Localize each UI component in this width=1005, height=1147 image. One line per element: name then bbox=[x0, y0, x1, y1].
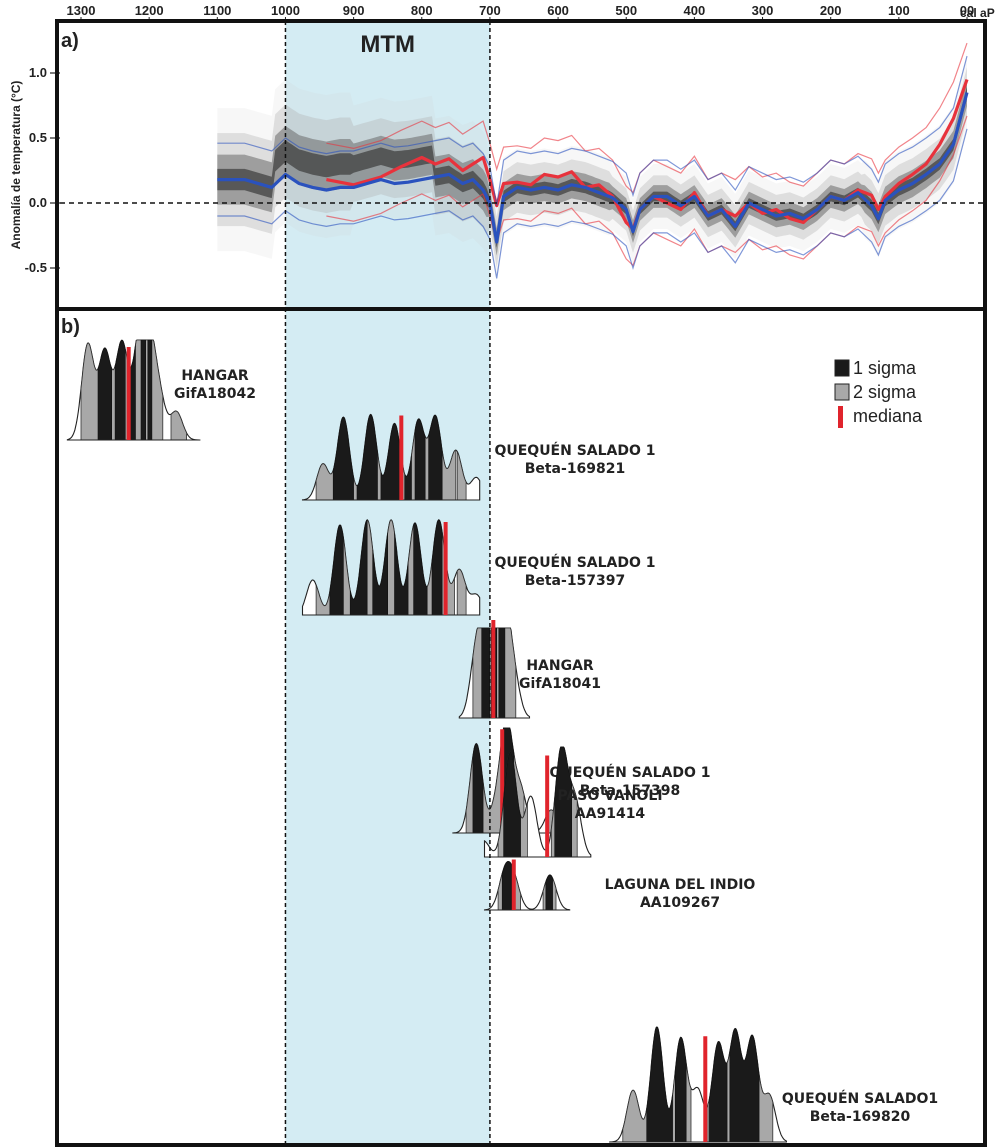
sigma2-range bbox=[170, 410, 187, 441]
series-bound-line bbox=[217, 128, 968, 279]
x-axis-unit-label: cal aP bbox=[960, 6, 995, 20]
x-tick-label: 1300 bbox=[67, 3, 96, 18]
sigma1-range bbox=[481, 627, 491, 719]
probability-outline bbox=[483, 860, 571, 911]
sigma1-range bbox=[380, 423, 402, 501]
sigma1-range bbox=[414, 418, 426, 501]
sigma1-range bbox=[431, 519, 443, 616]
legend-sigma2-swatch bbox=[834, 383, 850, 401]
x-tick-label: 1100 bbox=[203, 3, 231, 18]
legend-sigma2-label: 2 sigma bbox=[853, 382, 917, 402]
sigma1-range bbox=[332, 416, 354, 501]
y-tick-label: 1.0 bbox=[29, 65, 47, 80]
panel-b-radiocarbon-dates: b) HANGAR GifA18042 QUEQUÉN SALADO 1 Beta-1… bbox=[61, 316, 938, 1143]
x-tick-label: 600 bbox=[547, 3, 569, 18]
sample-site-label: PASO VANOLI bbox=[557, 788, 662, 804]
sigma1-range bbox=[329, 524, 344, 616]
legend-median-swatch bbox=[838, 406, 843, 428]
y-tick-label: 0.0 bbox=[29, 195, 47, 210]
sigma2-range bbox=[456, 568, 467, 616]
temperature-series bbox=[217, 42, 969, 279]
sample-site-label: LAGUNA DEL INDIO bbox=[605, 877, 756, 893]
x-tick-label: 1200 bbox=[135, 3, 164, 18]
sigma1-range bbox=[675, 1036, 687, 1143]
sample-site-label: QUEQUÉN SALADO 1 bbox=[494, 442, 655, 459]
sigma1-range bbox=[114, 339, 126, 441]
x-tick-label: 200 bbox=[820, 3, 842, 18]
legend-median-label: mediana bbox=[853, 406, 923, 426]
legend: 1 sigma 2 sigma mediana bbox=[834, 358, 923, 428]
x-tick-label: 1000 bbox=[271, 3, 300, 18]
mtm-label: MTM bbox=[360, 31, 415, 58]
x-tick-label: 700 bbox=[479, 3, 501, 18]
sigma1-range bbox=[147, 339, 153, 441]
sample-lab-code-label: GifA18042 bbox=[174, 386, 256, 402]
sample-site-label: QUEQUÉN SALADO 1 bbox=[549, 764, 710, 781]
x-tick-label: 00 bbox=[960, 3, 974, 18]
sigma1-range bbox=[503, 751, 521, 858]
sigma1-range bbox=[472, 743, 484, 834]
sample-lab-code-label: Beta-157397 bbox=[525, 573, 626, 589]
calibrated-date-distributions: HANGAR GifA18042 QUEQUÉN SALADO 1 Beta-1698… bbox=[66, 339, 938, 1143]
x-tick-label: 400 bbox=[684, 3, 706, 18]
panel-a-letter: a) bbox=[61, 30, 79, 52]
sample-lab-code-label: Beta-169821 bbox=[525, 461, 626, 477]
sigma1-range bbox=[498, 627, 506, 719]
sigma1-range bbox=[372, 533, 388, 616]
legend-sigma1-swatch bbox=[834, 359, 850, 377]
y-axis-ticks: 1.0 0.5 0.0 -0.5 bbox=[25, 65, 60, 275]
sample-site-label: QUEQUÉN SALADO1 bbox=[782, 1090, 938, 1107]
date-distribution: PASO VANOLI AA91414 bbox=[483, 746, 663, 858]
x-tick-label: 500 bbox=[615, 3, 637, 18]
x-tick-label: 800 bbox=[411, 3, 433, 18]
sample-site-label: QUEQUÉN SALADO 1 bbox=[494, 554, 655, 571]
sigma2-range bbox=[456, 451, 467, 501]
sigma1-range bbox=[709, 1041, 728, 1143]
x-tick-label: 100 bbox=[888, 3, 910, 18]
sigma1-range bbox=[428, 415, 443, 501]
sample-site-label: HANGAR bbox=[526, 658, 594, 674]
sample-site-label: HANGAR bbox=[181, 368, 249, 384]
series-line bbox=[217, 92, 969, 244]
panel-b-letter: b) bbox=[61, 316, 80, 338]
date-distribution: QUEQUÉN SALADO 1 Beta-157397 bbox=[301, 519, 656, 616]
date-distribution: HANGAR GifA18042 bbox=[66, 339, 256, 441]
sigma1-range bbox=[729, 1028, 760, 1143]
sample-lab-code-label: AA109267 bbox=[640, 895, 720, 911]
y-axis-label: Anomalía de temperatura (°C) bbox=[9, 81, 23, 250]
series-bound-line bbox=[217, 55, 968, 206]
reconstruction-envelope bbox=[217, 86, 968, 248]
sigma1-range bbox=[404, 455, 412, 501]
panel-b-frame bbox=[55, 307, 987, 1147]
sigma1-range bbox=[646, 1026, 673, 1143]
date-distribution: QUEQUÉN SALADO 1 Beta-169821 bbox=[301, 413, 656, 501]
x-tick-label: 300 bbox=[752, 3, 774, 18]
y-tick-label: 0.5 bbox=[29, 130, 47, 145]
y-tick-label: -0.5 bbox=[25, 260, 47, 275]
date-distribution: HANGAR GifA18041 bbox=[458, 620, 601, 719]
sample-lab-code-label: AA91414 bbox=[575, 806, 646, 822]
sigma1-range bbox=[554, 746, 572, 858]
x-tick-label: 900 bbox=[343, 3, 365, 18]
sample-lab-code-label: Beta-157398 bbox=[580, 783, 681, 799]
sigma1-range bbox=[394, 533, 409, 616]
sigma1-range bbox=[140, 339, 146, 441]
sample-lab-code-label: GifA18041 bbox=[519, 676, 601, 692]
sigma1-range bbox=[501, 861, 512, 911]
sigma1-range bbox=[97, 347, 112, 441]
panel-a-temperature: 1.0 0.5 0.0 -0.5 Anomalía de temperatura (°… bbox=[9, 30, 983, 281]
legend-sigma1-label: 1 sigma bbox=[853, 358, 917, 378]
sigma1-range bbox=[356, 414, 378, 501]
x-axis-ticks: 1300 1200 1100 1000 900 800 700 600 500 400 300 200… bbox=[67, 3, 974, 22]
sigma1-range bbox=[545, 874, 553, 911]
date-distribution: LAGUNA DEL INDIO AA109267 bbox=[483, 859, 756, 911]
sample-lab-code-label: Beta-169820 bbox=[810, 1109, 911, 1125]
sigma1-range bbox=[413, 522, 428, 616]
date-distribution: QUEQUÉN SALADO1 Beta-169820 bbox=[609, 1026, 938, 1143]
sigma1-range bbox=[349, 519, 368, 616]
